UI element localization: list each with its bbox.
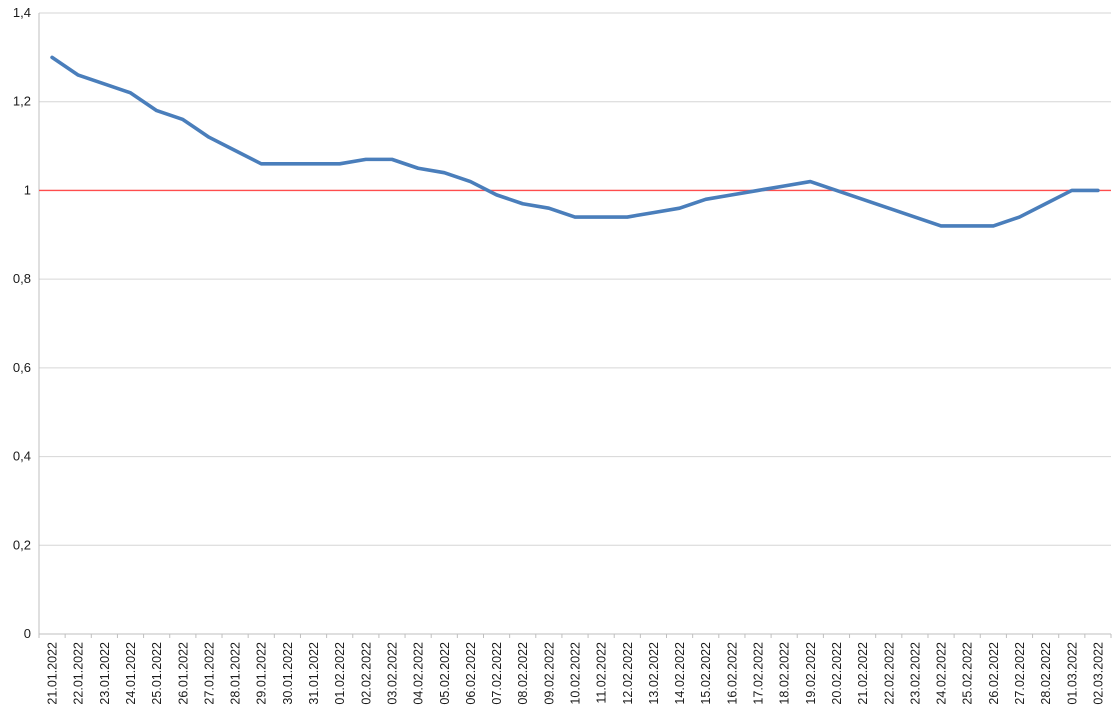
- y-axis-tick-label: 1,2: [13, 94, 31, 109]
- x-axis-tick-label: 13.02.2022: [647, 642, 661, 705]
- x-axis-tick-label: 20.02.2022: [830, 642, 844, 705]
- x-axis-tick-label: 25.02.2022: [961, 642, 975, 705]
- x-axis-tick-label: 09.02.2022: [542, 642, 556, 705]
- x-axis-tick-label: 22.02.2022: [882, 642, 896, 705]
- x-axis-tick-label: 21.01.2022: [46, 642, 60, 705]
- y-axis-tick-label: 0,4: [13, 449, 31, 464]
- x-axis-tick-label: 11.02.2022: [595, 642, 609, 704]
- x-axis-tick-label: 30.01.2022: [281, 642, 295, 705]
- x-axis-tick-label: 07.02.2022: [490, 642, 504, 705]
- x-axis-tick-label: 04.02.2022: [412, 642, 426, 705]
- y-axis-tick-label: 0,8: [13, 271, 31, 286]
- y-axis-tick-label: 0,2: [13, 537, 31, 552]
- x-axis-tick-label: 21.02.2022: [856, 642, 870, 705]
- x-axis-tick-label: 29.01.2022: [255, 642, 269, 705]
- x-axis-tick-label: 27.02.2022: [1013, 642, 1027, 705]
- x-axis-tick-label: 23.02.2022: [908, 642, 922, 705]
- x-axis-tick-label: 16.02.2022: [725, 642, 739, 705]
- y-axis-tick-label: 0,6: [13, 360, 31, 375]
- x-axis-tick-label: 24.02.2022: [935, 642, 949, 705]
- x-axis-tick-label: 12.02.2022: [621, 642, 635, 705]
- x-axis-tick-label: 03.02.2022: [385, 642, 399, 705]
- x-axis-tick-label: 15.02.2022: [699, 642, 713, 705]
- x-axis-tick-label: 14.02.2022: [673, 642, 687, 705]
- x-axis-tick-label: 28.02.2022: [1039, 642, 1053, 705]
- x-axis-tick-label: 02.02.2022: [359, 642, 373, 705]
- x-axis-tick-label: 23.01.2022: [98, 642, 112, 705]
- x-axis-tick-label: 02.03.2022: [1091, 642, 1105, 705]
- y-axis-tick-label: 1: [24, 182, 31, 197]
- x-axis-tick-label: 01.03.2022: [1065, 642, 1079, 705]
- x-axis-tick-label: 31.01.2022: [307, 642, 321, 705]
- x-axis-tick-label: 10.02.2022: [569, 642, 583, 705]
- x-axis-tick-label: 17.02.2022: [752, 642, 766, 705]
- y-axis-tick-label: 1,4: [13, 5, 31, 20]
- x-axis-tick-label: 25.01.2022: [150, 642, 164, 705]
- data-series-line: [50, 55, 1100, 228]
- x-axis-tick-label: 26.02.2022: [987, 642, 1001, 705]
- x-axis-tick-label: 28.01.2022: [229, 642, 243, 705]
- x-axis-tick-label: 18.02.2022: [778, 642, 792, 705]
- x-axis-tick-label: 19.02.2022: [804, 642, 818, 705]
- x-axis-tick-label: 01.02.2022: [333, 642, 347, 705]
- x-axis-tick-label: 05.02.2022: [438, 642, 452, 705]
- x-axis-tick-label: 27.01.2022: [202, 642, 216, 705]
- x-axis-tick-label: 22.01.2022: [72, 642, 86, 705]
- x-axis-tick-label: 24.01.2022: [124, 642, 138, 705]
- x-axis-tick-label: 06.02.2022: [464, 642, 478, 705]
- x-axis-tick-label: 08.02.2022: [516, 642, 530, 705]
- y-axis-tick-label: 0: [24, 626, 31, 641]
- x-axis-tick-label: 26.01.2022: [176, 642, 190, 705]
